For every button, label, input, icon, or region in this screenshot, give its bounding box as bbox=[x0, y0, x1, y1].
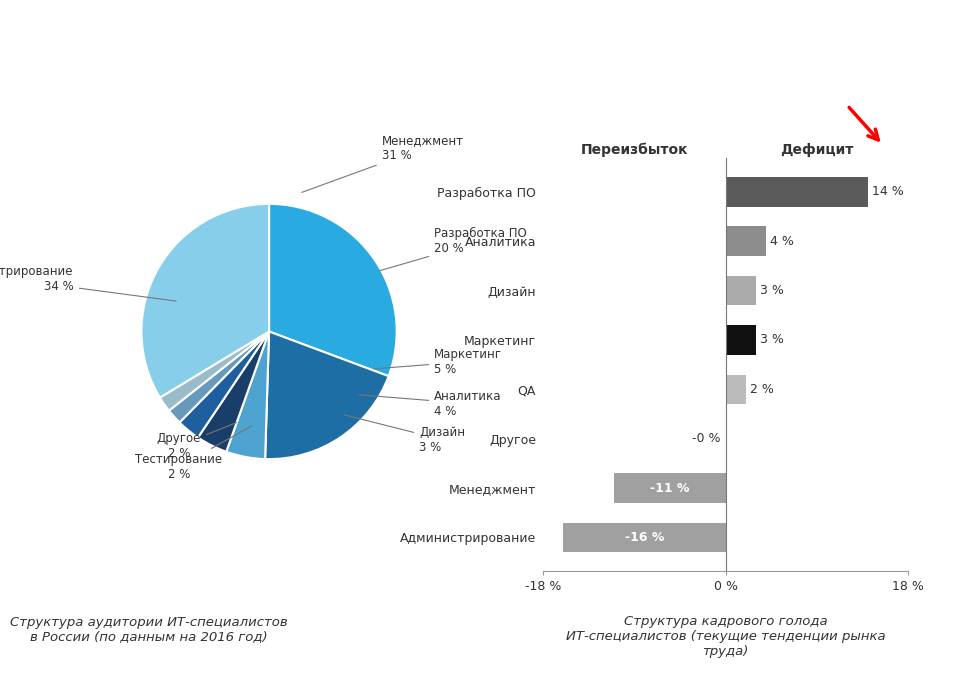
Text: Менеджмент
31 %: Менеджмент 31 % bbox=[302, 134, 464, 193]
Text: -11 %: -11 % bbox=[650, 482, 689, 495]
Wedge shape bbox=[265, 332, 388, 459]
Text: Маркетинг
5 %: Маркетинг 5 % bbox=[374, 347, 503, 376]
Text: Другое
2 %: Другое 2 % bbox=[157, 422, 236, 460]
Text: Структура аудитории ИТ-специалистов
в России (по данным на 2016 год): Структура аудитории ИТ-специалистов в Ро… bbox=[11, 616, 287, 643]
Text: Аналитика
4 %: Аналитика 4 % bbox=[359, 389, 502, 418]
Wedge shape bbox=[141, 204, 269, 398]
Wedge shape bbox=[198, 332, 269, 452]
Text: Администрирование
34 %: Администрирование 34 % bbox=[0, 265, 176, 301]
Text: 4 %: 4 % bbox=[770, 235, 794, 248]
Text: -16 %: -16 % bbox=[625, 531, 664, 544]
Text: Разработка ПО
20 %: Разработка ПО 20 % bbox=[380, 227, 527, 270]
Wedge shape bbox=[269, 204, 397, 376]
Bar bbox=[726, 276, 756, 305]
Text: Структура кадрового голода
ИТ-специалистов (текущие тенденции рынка
труда): Структура кадрового голода ИТ-специалист… bbox=[566, 615, 885, 658]
Text: Тестирование
2 %: Тестирование 2 % bbox=[136, 426, 252, 481]
Text: Дизайн
3 %: Дизайн 3 % bbox=[344, 415, 465, 453]
Bar bbox=[726, 374, 746, 404]
Wedge shape bbox=[226, 332, 269, 459]
Wedge shape bbox=[160, 332, 269, 411]
Text: 14 %: 14 % bbox=[872, 185, 903, 198]
Text: -0 %: -0 % bbox=[692, 432, 721, 445]
Wedge shape bbox=[169, 332, 269, 422]
Text: Переизбыток: Переизбыток bbox=[580, 143, 688, 158]
Text: 2 %: 2 % bbox=[750, 383, 774, 396]
Bar bbox=[726, 177, 868, 206]
Bar bbox=[563, 523, 726, 552]
Text: Дефицит: Дефицит bbox=[780, 143, 853, 158]
Text: 3 %: 3 % bbox=[760, 284, 784, 297]
Bar bbox=[614, 473, 726, 503]
Wedge shape bbox=[180, 332, 269, 438]
Text: 3 %: 3 % bbox=[760, 334, 784, 347]
Bar bbox=[726, 226, 766, 256]
Bar bbox=[726, 325, 756, 355]
